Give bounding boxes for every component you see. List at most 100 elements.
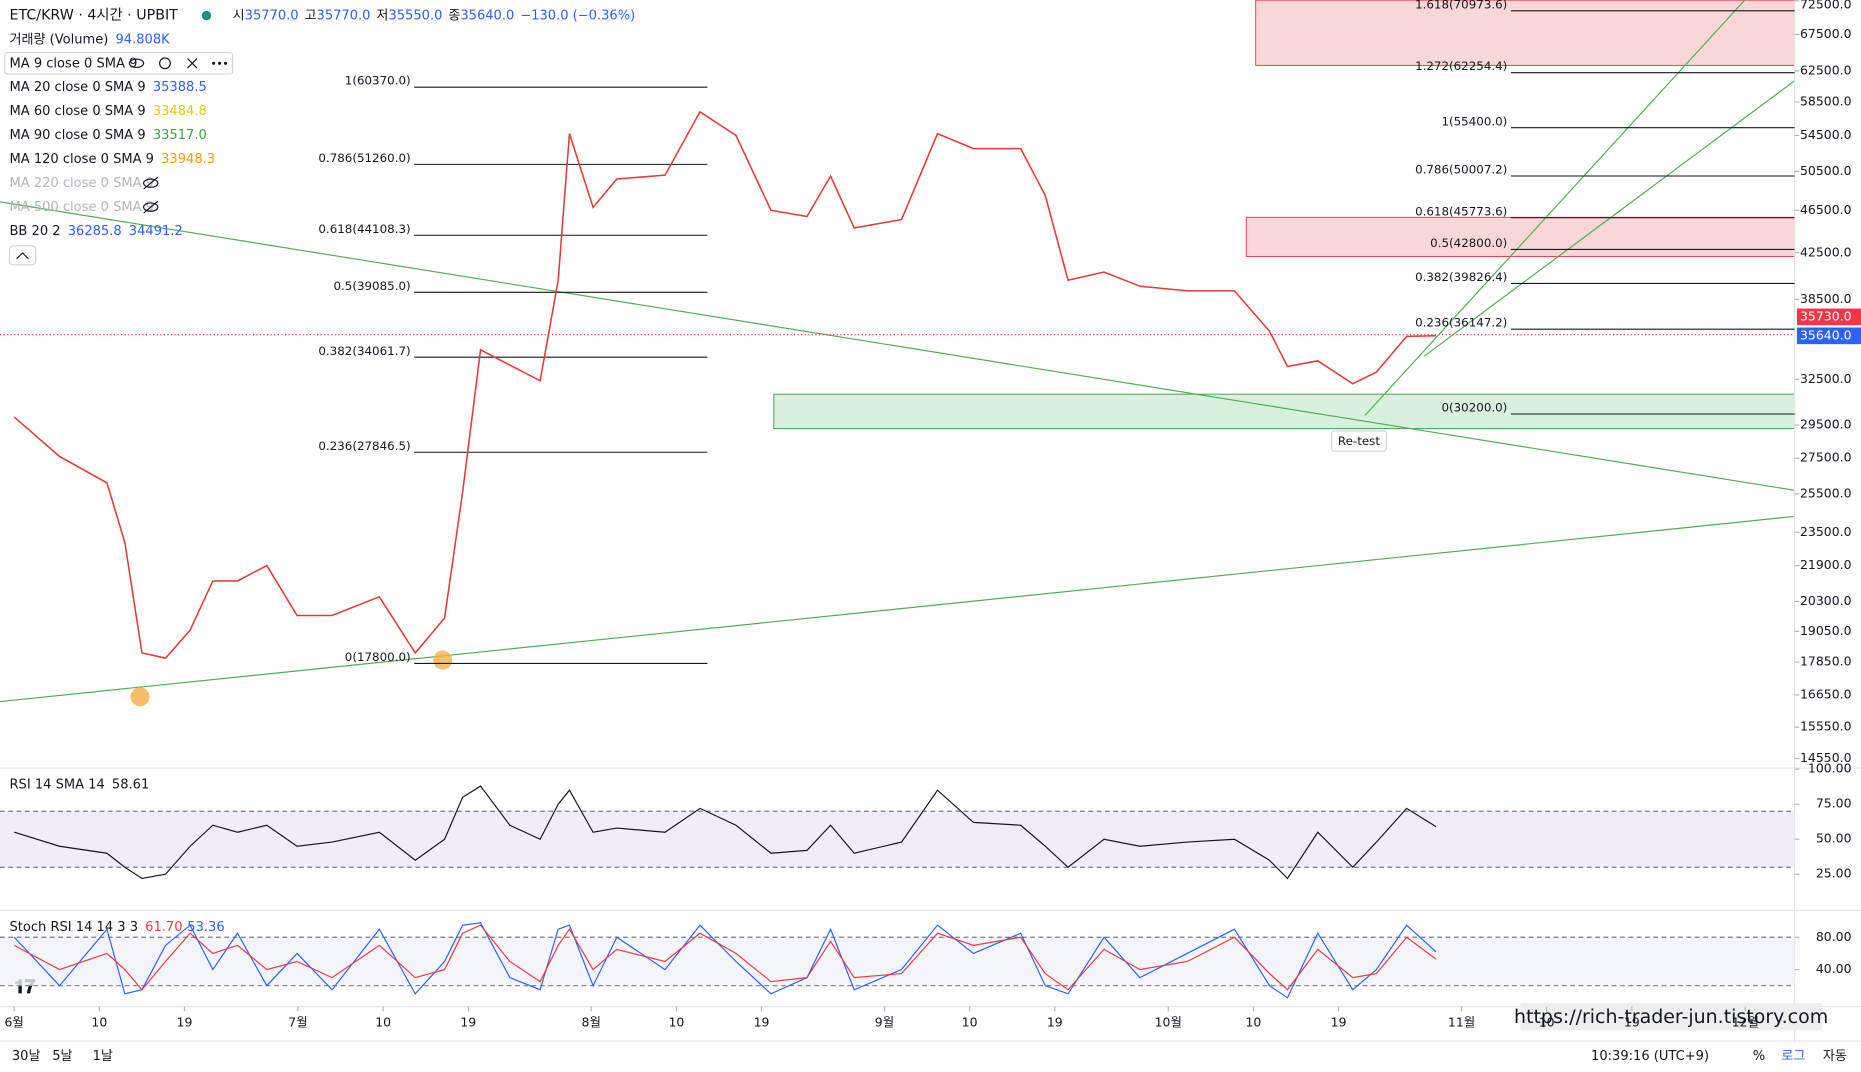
- more-icon[interactable]: [218, 61, 222, 65]
- indicator-value: 35388.5: [153, 80, 207, 95]
- stoch-line: [13, 924, 1437, 991]
- indicator-name: MA 220 close 0 SMA 9: [9, 176, 154, 191]
- auto-toggle[interactable]: 자동: [1823, 1049, 1847, 1064]
- more-icon[interactable]: [223, 61, 228, 65]
- ohlc-key: 시: [233, 8, 245, 23]
- ohlc-key: 저: [376, 8, 388, 23]
- main-pane: 1(60370.0) 0.786(51260.0) 0.618(44108.3) 0.…: [0, 0, 1795, 664]
- ohlc-value: 35770.0: [245, 8, 299, 23]
- fib-label: 0.618(45773.6): [1415, 204, 1507, 218]
- indicator-name: MA 500 close 0 SMA 9: [9, 200, 154, 215]
- ohlc-value: 35770.0: [317, 8, 371, 23]
- marker: [433, 650, 453, 670]
- y-tick-label: 42500.0: [1800, 244, 1852, 259]
- log-toggle[interactable]: 로그: [1781, 1049, 1805, 1064]
- x-tick-label: 6월: [4, 1015, 23, 1030]
- y-tick-label: 20300.0: [1800, 593, 1852, 608]
- y-tick-label: 21900.0: [1800, 557, 1852, 572]
- price-label-bg: [1796, 327, 1861, 345]
- rsi-value: 58.61: [112, 777, 149, 792]
- indicator-row[interactable]: BB 20 2 36285.8 34491.2: [9, 224, 182, 239]
- x-tick-label: 8월: [582, 1015, 601, 1030]
- remove-icon[interactable]: [187, 58, 198, 69]
- support-zone: [773, 393, 1796, 430]
- y-tick-label: 67500.0: [1800, 26, 1852, 41]
- fib-label: 1(55400.0): [1441, 114, 1507, 128]
- resistance-zone: [1245, 216, 1796, 257]
- x-tick-label: 7월: [288, 1015, 307, 1030]
- range-button[interactable]: 5날: [52, 1049, 72, 1064]
- eye-slash: [143, 176, 159, 190]
- fib-label: 0.236(36147.2): [1415, 316, 1507, 330]
- y-tick-label: 40.00: [1816, 961, 1852, 976]
- footer: 10:39:16 (UTC+9) % 로그 자동 30날 5날 1날: [12, 1049, 1847, 1064]
- indicator-name: 거래량 (Volume): [9, 32, 108, 47]
- eye: [143, 178, 159, 188]
- x-tick-label: 19: [1047, 1015, 1063, 1030]
- ohlc: 시35770.0 고35770.0 저35550.0 종35640.0 −130.0 (…: [233, 8, 636, 23]
- trendline: [1423, 80, 1795, 357]
- y-tick-label: 25500.0: [1800, 485, 1852, 500]
- fib-label: 0.382(34061.7): [318, 344, 410, 358]
- eye-off-icon[interactable]: [143, 200, 159, 214]
- x-tick-label: 10: [1539, 1015, 1555, 1030]
- x-tick-label: 19: [754, 1015, 770, 1030]
- band: [0, 937, 1795, 986]
- indicator-row[interactable]: MA 120 close 0 SMA 9 33948.3: [9, 152, 215, 167]
- ohlc-change: −130.0 (−0.36%): [520, 8, 635, 23]
- range-button[interactable]: 30날: [12, 1049, 41, 1064]
- legend-selected: [4, 51, 234, 75]
- indicator-row[interactable]: 거래량 (Volume) 94.808K: [9, 32, 170, 47]
- x-tick-label: 19: [1624, 1015, 1640, 1030]
- eye-icon[interactable]: [128, 58, 145, 69]
- indicator-row[interactable]: MA 90 close 0 SMA 9 33517.0: [9, 128, 206, 143]
- indicator-name: MA 9 close 0 SMA 9: [9, 56, 137, 71]
- trendline: [1364, 0, 1746, 416]
- x-tick-label: 10: [1246, 1015, 1262, 1030]
- indicator-name: MA 120 close 0 SMA 9: [9, 152, 154, 167]
- fib-label: 1.618(70973.6): [1415, 0, 1507, 11]
- y-tick-label: 14550.0: [1800, 750, 1852, 765]
- ohlc-value: 35550.0: [388, 8, 442, 23]
- eye-off-icon[interactable]: [143, 176, 159, 190]
- symbol: ETC/KRW · 4시간 · UPBIT: [9, 7, 178, 24]
- collapse-button[interactable]: [8, 245, 37, 266]
- stoch-line: [13, 922, 1437, 999]
- fib-label: 1(60370.0): [345, 74, 411, 88]
- fib-label: 0(17800.0): [345, 650, 411, 664]
- price-line: [13, 110, 1437, 659]
- y-tick-label: 75.00: [1816, 796, 1852, 811]
- settings-icon[interactable]: [159, 57, 171, 70]
- x-tick-label: 19: [1331, 1015, 1347, 1030]
- band: [0, 811, 1795, 868]
- percent-toggle[interactable]: %: [1753, 1049, 1765, 1064]
- indicator-value: 34491.2: [129, 224, 183, 239]
- fib-label: 1.272(62254.4): [1415, 59, 1507, 73]
- range-button[interactable]: 1날: [93, 1049, 113, 1064]
- indicator-row[interactable]: MA 60 close 0 SMA 9 33484.8: [9, 104, 206, 119]
- y-tick-label: 32500.0: [1800, 371, 1852, 386]
- y-tick-label: 50500.0: [1800, 163, 1852, 178]
- indicator-row[interactable]: MA 220 close 0 SMA 9: [9, 176, 154, 191]
- y-tick-label: 19050.0: [1800, 623, 1852, 638]
- stoch-k-value: 61.70: [145, 920, 182, 935]
- fib-label: 0(30200.0): [1441, 401, 1507, 415]
- eye: [143, 202, 159, 212]
- fib-label: 0.786(50007.2): [1415, 163, 1507, 177]
- indicator-row[interactable]: MA 500 close 0 SMA 9: [9, 200, 154, 215]
- y-tick-label: 15550.0: [1800, 719, 1852, 734]
- stoch-name: Stoch RSI 14 14 3 3: [9, 920, 138, 935]
- rsi-line: [14, 785, 1437, 880]
- y-tick-label: 23500.0: [1800, 524, 1852, 539]
- trendline: [0, 201, 1795, 491]
- y-tick-label: 58500.0: [1800, 94, 1852, 109]
- x-tick-label: 11월: [1448, 1015, 1475, 1030]
- trendline: [0, 515, 1795, 703]
- more-icon[interactable]: [212, 61, 216, 65]
- indicator-name: BB 20 2: [9, 224, 60, 239]
- indicator-row[interactable]: MA 9 close 0 SMA 9: [9, 56, 137, 71]
- indicator-row[interactable]: MA 20 close 0 SMA 9 35388.5: [9, 80, 206, 95]
- x-tick-label: 10월: [1155, 1015, 1182, 1030]
- indicator-legend: 거래량 (Volume) 94.808K MA 9 close 0 SMA 9 MA …: [4, 32, 234, 239]
- x-tick-label: 12월: [1732, 1015, 1759, 1030]
